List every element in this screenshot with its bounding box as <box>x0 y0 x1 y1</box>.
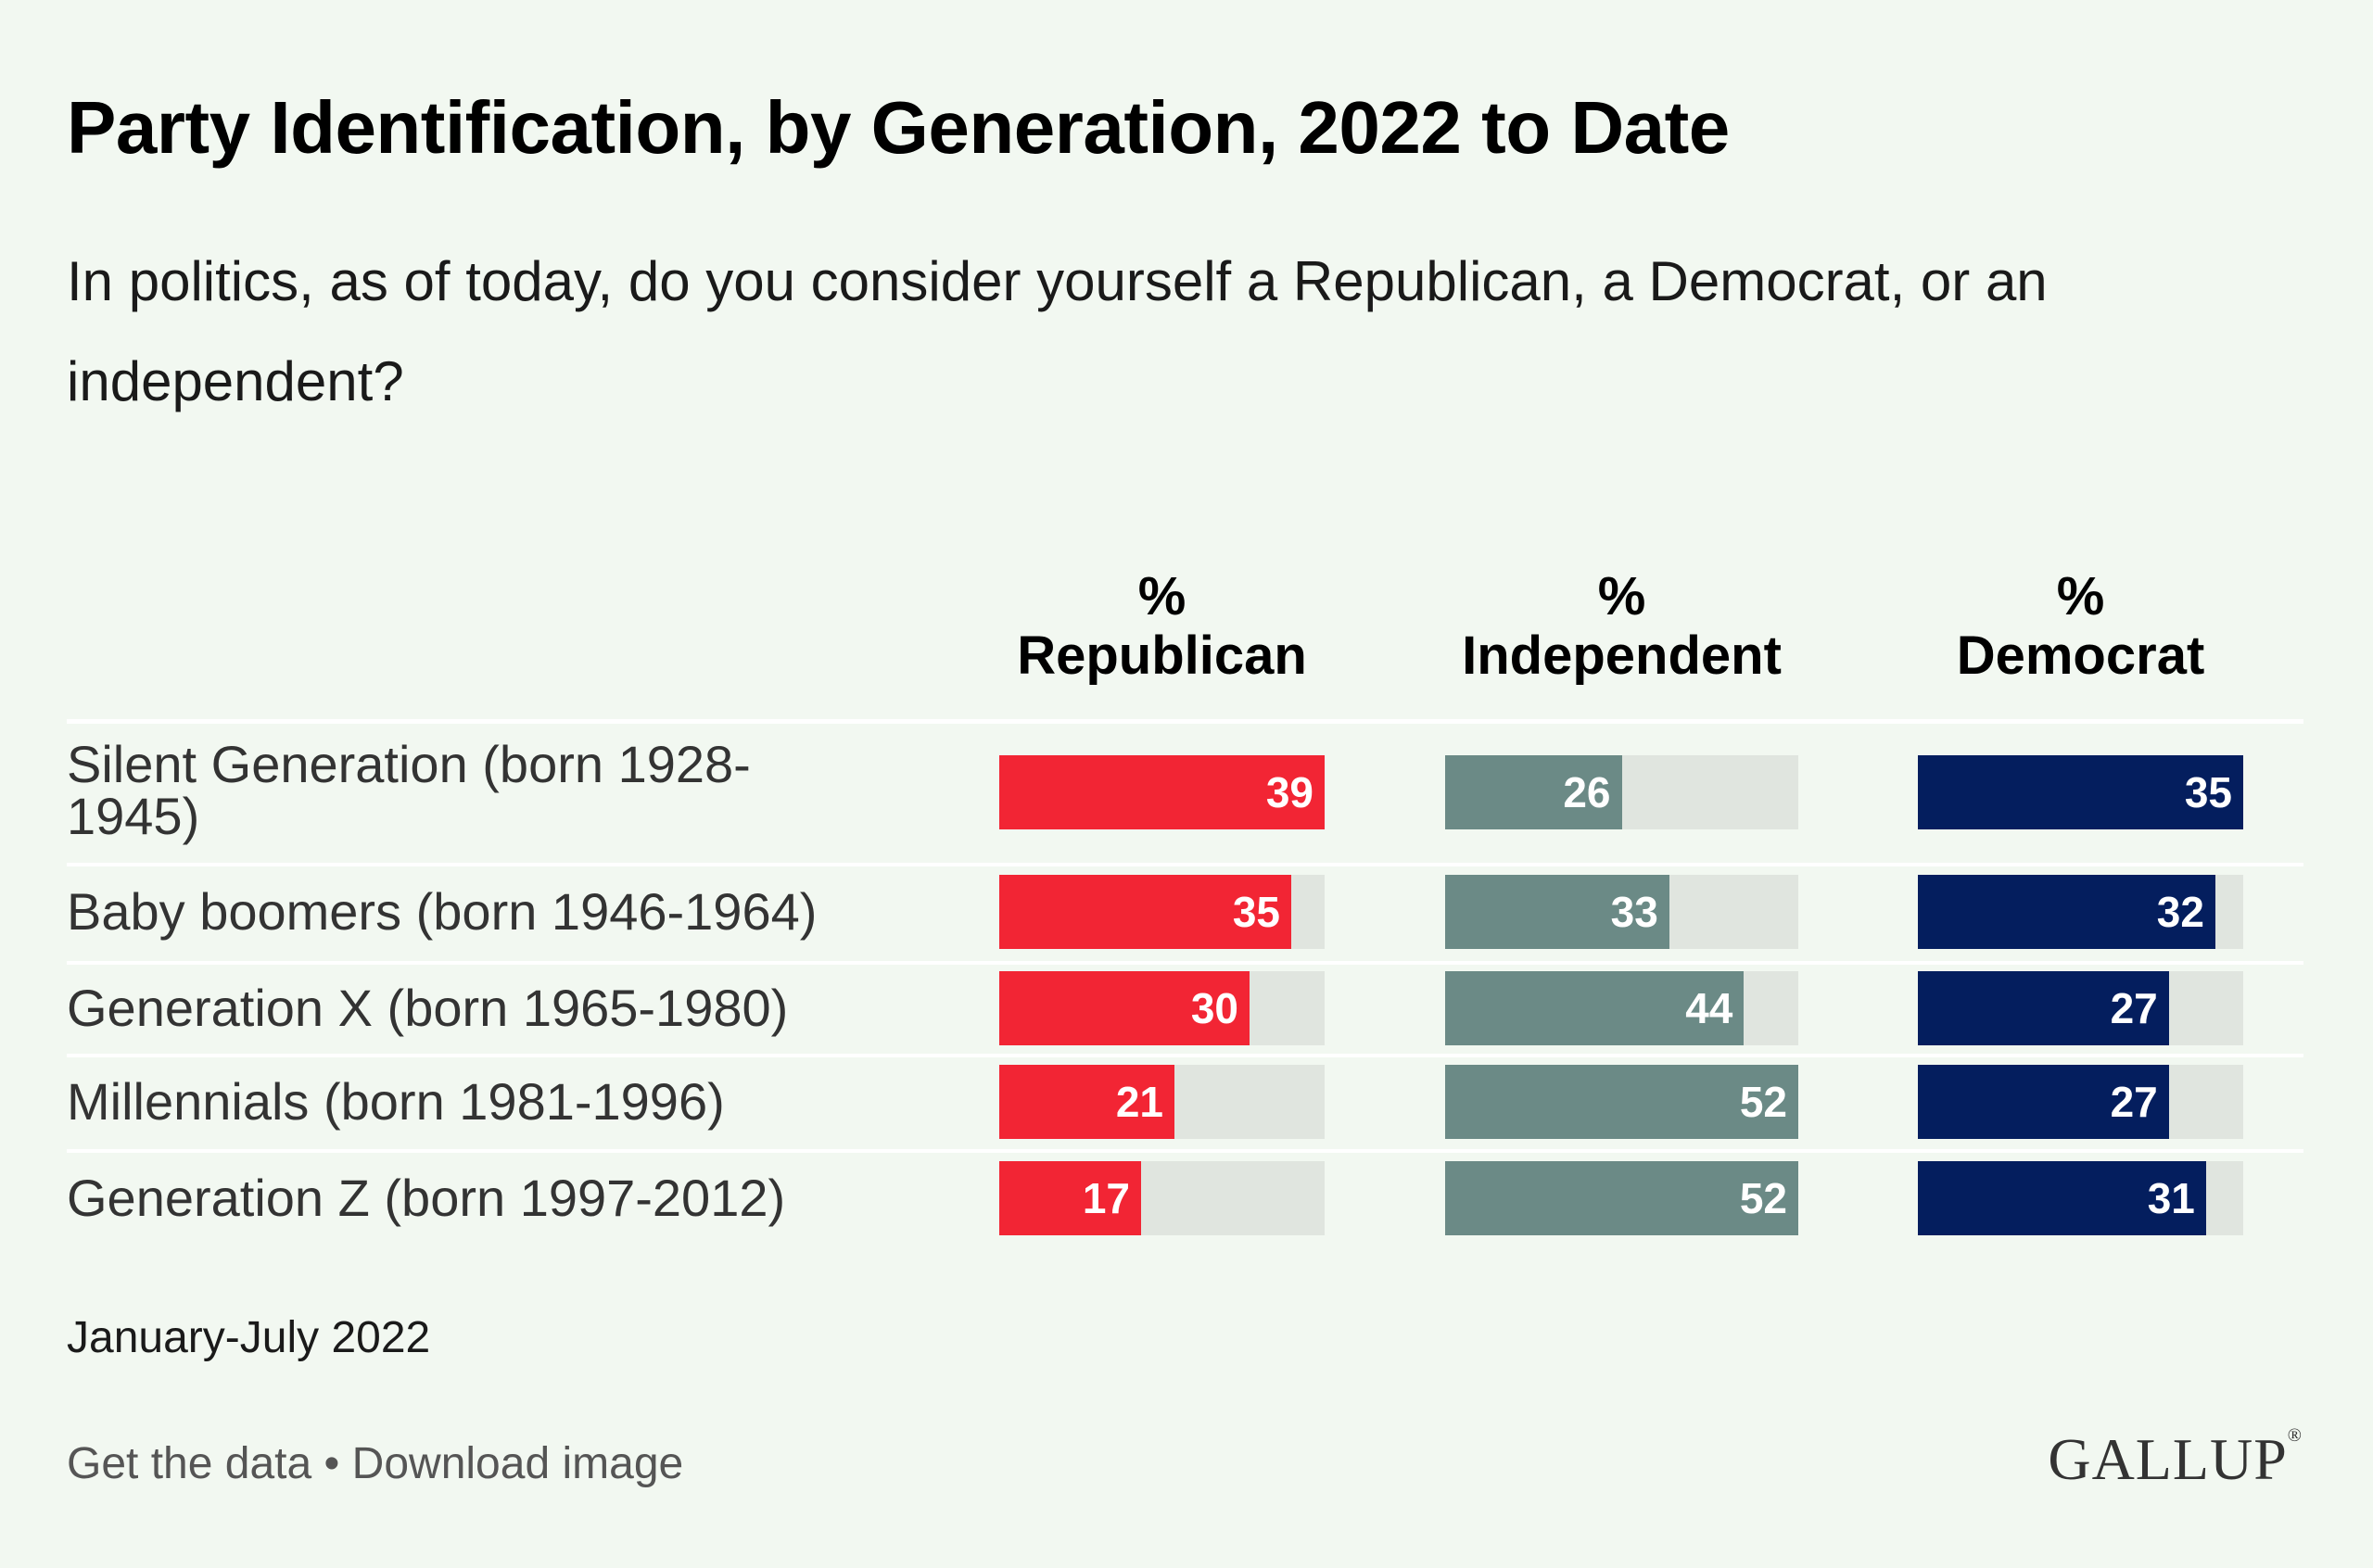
bar: 33 <box>1445 875 1669 949</box>
bar-track: 32 <box>1918 875 2243 949</box>
bar-value-label: 27 <box>2110 1078 2158 1126</box>
bar: 52 <box>1445 1065 1798 1139</box>
download-image-link[interactable]: Download image <box>351 1439 684 1488</box>
bar-value-label: 35 <box>1232 888 1280 936</box>
row-divider <box>67 1149 2303 1153</box>
column-header-label: Republican <box>1017 626 1307 686</box>
bar: 32 <box>1918 875 2215 949</box>
bar-value-label: 17 <box>1082 1174 1130 1222</box>
bar: 17 <box>999 1161 1141 1235</box>
row-label: Baby boomers (born 1946-1964) <box>67 882 818 941</box>
bar: 26 <box>1445 755 1622 829</box>
bar-track: 44 <box>1445 971 1798 1045</box>
bar-track: 26 <box>1445 755 1798 829</box>
bar: 27 <box>1918 971 2169 1045</box>
bar: 44 <box>1445 971 1745 1045</box>
row-divider <box>67 1054 2303 1057</box>
bar-track: 52 <box>1445 1065 1798 1139</box>
bar-value-label: 33 <box>1610 888 1658 936</box>
column-header-2: % Independent <box>1400 567 1845 686</box>
bar: 35 <box>1918 755 2243 829</box>
bar: 27 <box>1918 1065 2169 1139</box>
bar-value-label: 26 <box>1563 768 1611 816</box>
bar: 31 <box>1918 1161 2206 1235</box>
bar-track: 33 <box>1445 875 1798 949</box>
get-data-link[interactable]: Get the data <box>67 1439 312 1488</box>
column-header-label: Independent <box>1462 626 1782 686</box>
bar-track: 27 <box>1918 971 2243 1045</box>
bar-value-label: 44 <box>1685 984 1733 1032</box>
column-header-percent: % <box>1597 566 1646 626</box>
footer-links: Get the data • Download image <box>67 1438 683 1489</box>
column-header-percent: % <box>2056 566 2105 626</box>
column-header-label: Democrat <box>1956 626 2205 686</box>
bar-value-label: 31 <box>2147 1174 2195 1222</box>
bar-value-label: 52 <box>1739 1078 1787 1126</box>
bar: 52 <box>1445 1161 1798 1235</box>
row-label: Generation X (born 1965-1980) <box>67 979 789 1037</box>
row-label: Millennials (born 1981-1996) <box>67 1072 725 1131</box>
bar-value-label: 52 <box>1739 1174 1787 1222</box>
row-label: Generation Z (born 1997-2012) <box>67 1169 786 1227</box>
gallup-logo: GALLUP® <box>2048 1425 2303 1494</box>
bar-track: 35 <box>1918 755 2243 829</box>
bar-value-label: 35 <box>2184 768 2232 816</box>
bar: 30 <box>999 971 1250 1045</box>
chart-title: Party Identification, by Generation, 202… <box>67 86 1730 169</box>
bar: 35 <box>999 875 1291 949</box>
bar: 21 <box>999 1065 1174 1139</box>
bar-track: 30 <box>999 971 1325 1045</box>
link-separator: • <box>311 1439 352 1488</box>
bar-value-label: 32 <box>2156 888 2204 936</box>
registered-mark: ® <box>2287 1425 2303 1446</box>
bar-value-label: 39 <box>1265 768 1313 816</box>
column-header-1: % Republican <box>940 567 1385 686</box>
bar-track: 17 <box>999 1161 1325 1235</box>
date-note: January-July 2022 <box>67 1313 431 1362</box>
bar-value-label: 27 <box>2110 984 2158 1032</box>
row-label: Silent Generation (born 1928-1945) <box>67 735 751 845</box>
bar-track: 39 <box>999 755 1325 829</box>
bar-track: 35 <box>999 875 1325 949</box>
row-divider <box>67 961 2303 965</box>
bar-value-label: 30 <box>1190 984 1238 1032</box>
column-header-3: % Democrat <box>1859 567 2303 686</box>
row-divider <box>67 719 2303 724</box>
bar-value-label: 21 <box>1115 1078 1163 1126</box>
chart-subtitle: In politics, as of today, do you conside… <box>67 250 2048 412</box>
row-divider <box>67 863 2303 866</box>
bar-track: 31 <box>1918 1161 2243 1235</box>
column-header-percent: % <box>1137 566 1186 626</box>
bar-track: 21 <box>999 1065 1325 1139</box>
bar: 39 <box>999 755 1325 829</box>
gallup-logo-text: GALLUP <box>2048 1426 2288 1492</box>
bar-track: 27 <box>1918 1065 2243 1139</box>
bar-track: 52 <box>1445 1161 1798 1235</box>
